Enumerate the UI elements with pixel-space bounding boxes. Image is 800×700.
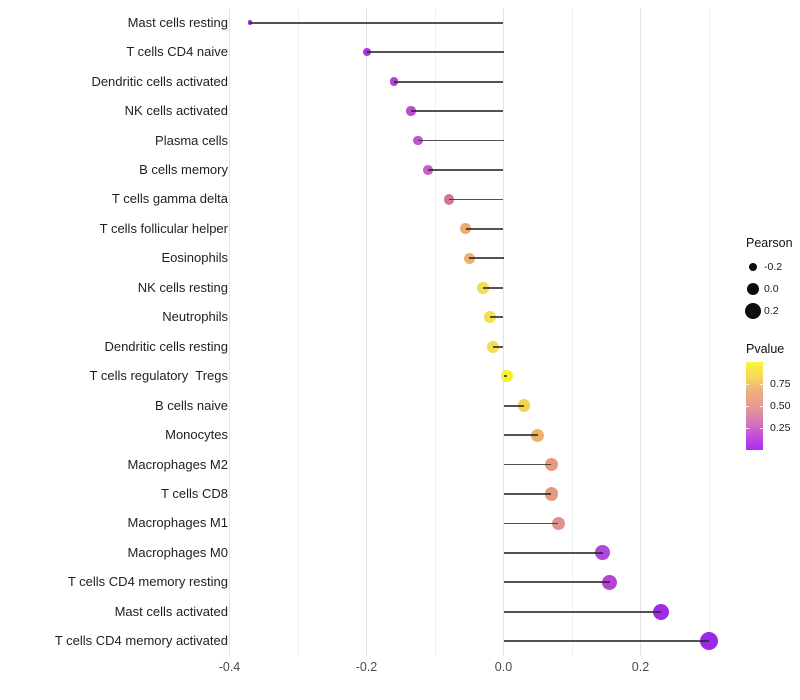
category-label: T cells CD4 naive <box>126 44 228 60</box>
colorbar-tick <box>746 384 749 385</box>
category-label: T cells CD4 memory activated <box>54 633 228 649</box>
size-legend: -0.2 0.0 0.2 <box>744 256 800 322</box>
colorbar-tick <box>746 406 749 407</box>
colorbar-tick <box>760 428 763 429</box>
lollipop-stem <box>503 581 610 584</box>
size-legend-dot <box>747 283 759 295</box>
lollipop-stem <box>503 640 709 643</box>
category-label: Dendritic cells activated <box>91 73 228 89</box>
data-point-dot <box>544 487 559 501</box>
category-label: Mast cells activated <box>114 603 228 619</box>
category-label: Dendritic cells resting <box>104 338 228 354</box>
lollipop-stem <box>366 51 504 54</box>
category-label: Monocytes <box>165 427 228 443</box>
size-legend-entry: 0.2 <box>744 300 800 322</box>
x-axis-tick-label: -0.4 <box>218 660 241 674</box>
pvalue-colorbar: 0.75 0.50 0.25 <box>746 362 790 450</box>
category-label: T cells CD8 <box>161 486 228 501</box>
colorbar-tick <box>760 406 763 407</box>
legend: Pearson -0.2 0.0 0.2 Pvalue 0.75 0.50 0.25 <box>744 236 800 450</box>
color-legend: Pvalue 0.75 0.50 0.25 <box>744 342 800 450</box>
data-point-dot <box>700 632 718 651</box>
category-label: NK cells resting <box>137 279 228 295</box>
lollipop-stem <box>482 286 504 289</box>
category-label: T cells follicular helper <box>99 220 228 236</box>
category-label: T cells regulatory Tregs <box>89 368 228 384</box>
lollipop-stem <box>503 522 559 525</box>
data-point-dot <box>500 370 513 383</box>
size-legend-label: -0.2 <box>764 261 783 273</box>
size-legend-dot <box>745 303 761 319</box>
major-gridline <box>503 8 504 656</box>
data-point-dot <box>595 545 611 561</box>
x-axis-tick-label: 0.2 <box>631 660 650 674</box>
lollipop-stem <box>503 463 552 466</box>
colorbar-tick <box>746 428 749 429</box>
category-label: B cells naive <box>155 397 228 413</box>
data-point-dot <box>517 399 531 412</box>
lollipop-stem <box>503 404 525 407</box>
size-legend-label: 0.2 <box>764 305 779 317</box>
lollipop-stem <box>417 139 504 142</box>
minor-gridline <box>434 8 436 656</box>
category-label: Macrophages M2 <box>127 456 228 472</box>
category-label: B cells memory <box>139 162 228 177</box>
colorbar-tick-label: 0.25 <box>770 422 791 434</box>
size-legend-entry: 0.0 <box>744 278 800 300</box>
x-axis-tick-label: 0.0 <box>494 660 513 674</box>
lollipop-stem <box>250 21 504 24</box>
major-gridline <box>640 8 641 656</box>
major-gridline <box>366 8 367 656</box>
category-label: Plasma cells <box>155 132 228 148</box>
colorbar-tick-label: 0.75 <box>770 378 791 390</box>
color-legend-title: Pvalue <box>746 342 785 356</box>
lollipop-stem <box>428 169 504 171</box>
x-axis-tick-label: -0.2 <box>355 660 378 674</box>
lollipop-stem <box>448 198 504 201</box>
lollipop-stem <box>503 434 538 436</box>
lollipop-stem <box>411 110 504 112</box>
size-legend-entry: -0.2 <box>744 256 800 278</box>
category-label: T cells gamma delta <box>111 191 228 207</box>
colorbar-tick <box>760 384 763 385</box>
size-legend-title: Pearson <box>746 236 793 250</box>
category-label: Macrophages M0 <box>127 544 228 560</box>
minor-gridline <box>571 8 573 656</box>
category-label: T cells CD4 memory resting <box>67 574 228 590</box>
data-point-dot <box>544 457 559 472</box>
colorbar-tick-label: 0.50 <box>770 400 791 412</box>
data-point-dot <box>602 574 618 590</box>
category-label: NK cells activated <box>124 103 228 119</box>
category-label: Neutrophils <box>162 309 228 325</box>
lollipop-stem <box>503 610 662 613</box>
data-point-dot <box>531 428 545 442</box>
lollipop-stem <box>393 80 504 83</box>
lollipop-stem <box>489 316 504 319</box>
size-legend-dot <box>749 263 757 271</box>
lollipop-stem <box>465 228 504 230</box>
lollipop-stem <box>503 552 603 554</box>
minor-gridline <box>708 8 710 656</box>
data-point-dot <box>652 603 670 621</box>
category-label: Eosinophils <box>161 250 229 266</box>
major-gridline <box>229 8 230 656</box>
lollipop-stem <box>469 257 504 260</box>
size-legend-label: 0.0 <box>764 283 779 295</box>
category-label: Macrophages M1 <box>127 515 228 531</box>
lollipop-stem <box>503 493 552 495</box>
lollipop-stem <box>493 345 504 348</box>
category-label: Mast cells resting <box>127 14 228 30</box>
data-point-dot <box>551 516 566 531</box>
lollipop-stem <box>503 375 507 378</box>
minor-gridline <box>297 8 299 656</box>
